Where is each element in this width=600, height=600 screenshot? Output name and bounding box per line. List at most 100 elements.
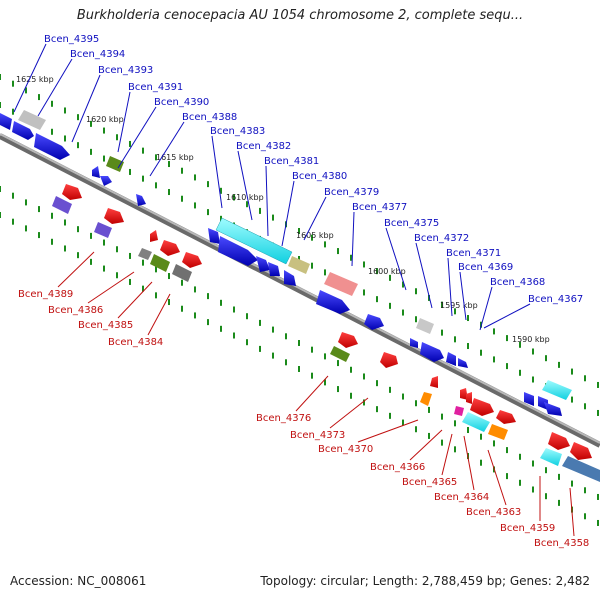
kbp-label: 1600 kbp [368,267,406,276]
gene-arrow[interactable] [182,252,202,268]
gene-label[interactable]: Bcen_4379 [324,187,379,198]
label-leader [37,58,73,117]
gene-label[interactable]: Bcen_4382 [236,141,291,152]
gene-box[interactable] [488,424,508,440]
gene-box[interactable] [462,412,490,432]
gene-arrow[interactable] [0,113,12,130]
gene-arrow[interactable] [12,121,34,140]
gene-arrow[interactable] [446,352,456,366]
gene-arrow[interactable] [548,432,570,450]
forward-genes [0,110,572,416]
gene-arrow[interactable] [316,290,350,314]
gene-arrow[interactable] [100,176,112,186]
gene-arrow[interactable] [284,270,296,286]
gene-label[interactable]: Bcen_4381 [264,156,319,167]
gene-box[interactable] [540,448,562,466]
gene-label[interactable]: Bcen_4395 [44,34,99,45]
gene-box[interactable] [52,196,72,214]
gene-label[interactable]: Bcen_4390 [154,97,209,108]
gene-box[interactable] [420,392,432,406]
label-leader [569,487,575,537]
gene-label[interactable]: Bcen_4365 [402,477,457,488]
gene-label[interactable]: Bcen_4394 [70,49,125,60]
reverse-genes [52,184,600,482]
gene-arrow[interactable] [92,166,100,178]
gene-arrow[interactable] [544,402,562,416]
gene-label[interactable]: Bcen_4376 [256,413,311,424]
gene-label[interactable]: Bcen_4372 [414,233,469,244]
gene-label[interactable]: Bcen_4366 [370,462,425,473]
kbp-label: 1590 kbp [512,335,550,344]
gene-arrow[interactable] [136,194,146,206]
gene-arrow[interactable] [430,376,438,388]
gene-arrow[interactable] [62,184,82,200]
gene-arrow[interactable] [104,208,124,224]
label-leader [295,375,329,412]
gene-arrow[interactable] [410,338,418,348]
gene-box[interactable] [330,346,350,362]
gene-arrow[interactable] [338,332,358,348]
gene-label[interactable]: Bcen_4384 [108,337,163,348]
gene-arrow[interactable] [364,314,384,330]
gene-box[interactable] [454,406,464,416]
kbp-label: 1610 kbp [226,193,264,202]
gene-box[interactable] [18,110,46,130]
gene-box[interactable] [562,456,600,482]
gene-label[interactable]: Bcen_4393 [98,65,153,76]
gene-arrow[interactable] [268,262,280,276]
gene-label[interactable]: Bcen_4385 [78,320,133,331]
gene-box[interactable] [94,222,112,238]
gene-label[interactable]: Bcen_4359 [500,523,555,534]
label-leader [87,271,135,304]
gene-arrow[interactable] [496,410,516,424]
gene-label[interactable]: Bcen_4386 [48,305,103,316]
gene-label[interactable]: Bcen_4364 [434,492,489,503]
gene-box[interactable] [288,256,310,274]
gene-arrow[interactable] [256,256,270,272]
gene-arrow[interactable] [150,230,158,242]
gene-label[interactable]: Bcen_4367 [528,294,583,305]
gene-label[interactable]: Bcen_4388 [182,112,237,123]
label-leader [211,135,223,209]
gene-arrow[interactable] [380,352,398,368]
gene-box[interactable] [138,248,152,260]
gene-box[interactable] [150,254,170,272]
gene-label[interactable]: Bcen_4389 [18,289,73,300]
gene-arrow[interactable] [470,398,494,416]
gene-arrow[interactable] [420,342,444,362]
gene-box[interactable] [172,264,192,282]
gene-arrow[interactable] [208,228,220,244]
gene-label[interactable]: Bcen_4370 [318,444,373,455]
gene-arrow[interactable] [458,358,468,368]
label-leader [487,449,507,506]
gene-arrow[interactable] [218,236,258,266]
gene-label[interactable]: Bcen_4380 [292,171,347,182]
gene-label[interactable]: Bcen_4375 [384,218,439,229]
gene-label[interactable]: Bcen_4391 [128,82,183,93]
gene-arrow[interactable] [160,240,180,256]
label-leader [447,257,453,317]
label-leader [385,227,407,291]
gene-label[interactable]: Bcen_4377 [352,202,407,213]
gene-label[interactable]: Bcen_4358 [534,538,589,549]
gene-label[interactable]: Bcen_4383 [210,126,265,137]
gene-label[interactable]: Bcen_4363 [466,507,521,518]
gene-box[interactable] [416,318,434,334]
gene-arrow[interactable] [524,392,534,406]
gene-arrow[interactable] [570,442,592,460]
gene-arrow[interactable] [466,392,472,404]
label-leader [117,106,157,169]
label-leader [117,91,131,153]
gene-box[interactable] [106,156,124,172]
gene-box[interactable] [542,380,572,400]
gene-label[interactable]: Bcen_4371 [446,248,501,259]
gene-box[interactable] [324,272,358,296]
gene-label[interactable]: Bcen_4373 [290,430,345,441]
gene-arrow[interactable] [34,133,70,160]
gene-label[interactable]: Bcen_4368 [490,277,545,288]
label-leader [149,121,185,177]
gene-label[interactable]: Bcen_4369 [458,262,513,273]
gene-box[interactable] [215,217,293,265]
kbp-label: 1595 kbp [440,301,478,310]
